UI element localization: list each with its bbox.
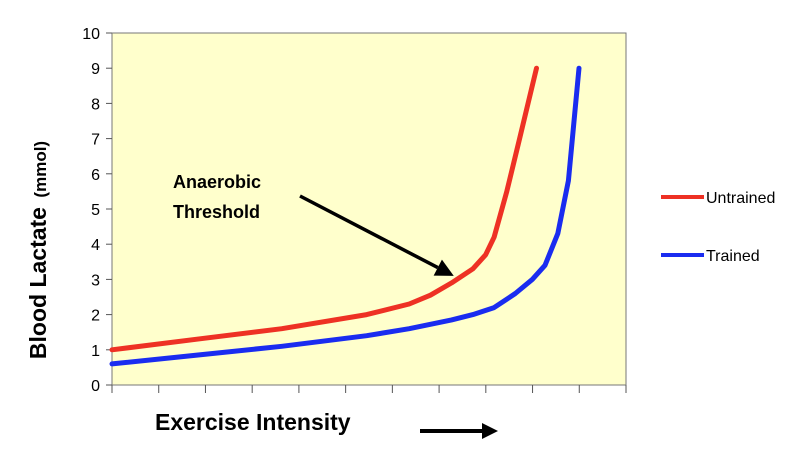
y-axis-label-unit: (mmol) [31, 141, 50, 198]
y-tick-label: 10 [82, 26, 100, 43]
series-line-untrained [109, 65, 539, 353]
plot-area [111, 32, 627, 386]
legend-label-untrained: Untrained [706, 190, 775, 207]
annotation-arrow [299, 194, 439, 270]
series-line-trained [109, 65, 582, 367]
x-axis-direction-arrow [420, 423, 498, 439]
legend-label-trained: Trained [706, 248, 760, 265]
y-tick-label: 4 [91, 237, 100, 254]
annotation-arrowhead [433, 259, 454, 276]
y-tick-label: 2 [91, 308, 100, 325]
annotation-line-1: Anaerobic [173, 172, 261, 192]
x-axis-ticks [111, 385, 627, 393]
y-axis-label-main: Blood Lactate [25, 207, 51, 359]
y-tick-label: 3 [91, 272, 100, 289]
legend: Untrained Trained [661, 190, 775, 265]
x-axis-label: Exercise Intensity [155, 409, 351, 435]
y-tick-label: 0 [91, 378, 100, 395]
y-axis-label: Blood Lactate (mmol) [25, 141, 51, 359]
y-tick-label: 9 [91, 61, 100, 78]
annotation-line-2: Threshold [173, 202, 260, 222]
y-tick-label: 8 [91, 96, 100, 113]
y-tick-label: 5 [91, 202, 100, 219]
y-tick-label: 6 [91, 167, 100, 184]
y-axis-ticks: 0 1 2 3 4 5 6 7 8 9 10 [82, 26, 112, 395]
series-layer [109, 65, 582, 367]
y-tick-label: 1 [91, 343, 100, 360]
y-tick-label: 7 [91, 132, 100, 149]
annotation: Anaerobic Threshold [173, 172, 454, 276]
